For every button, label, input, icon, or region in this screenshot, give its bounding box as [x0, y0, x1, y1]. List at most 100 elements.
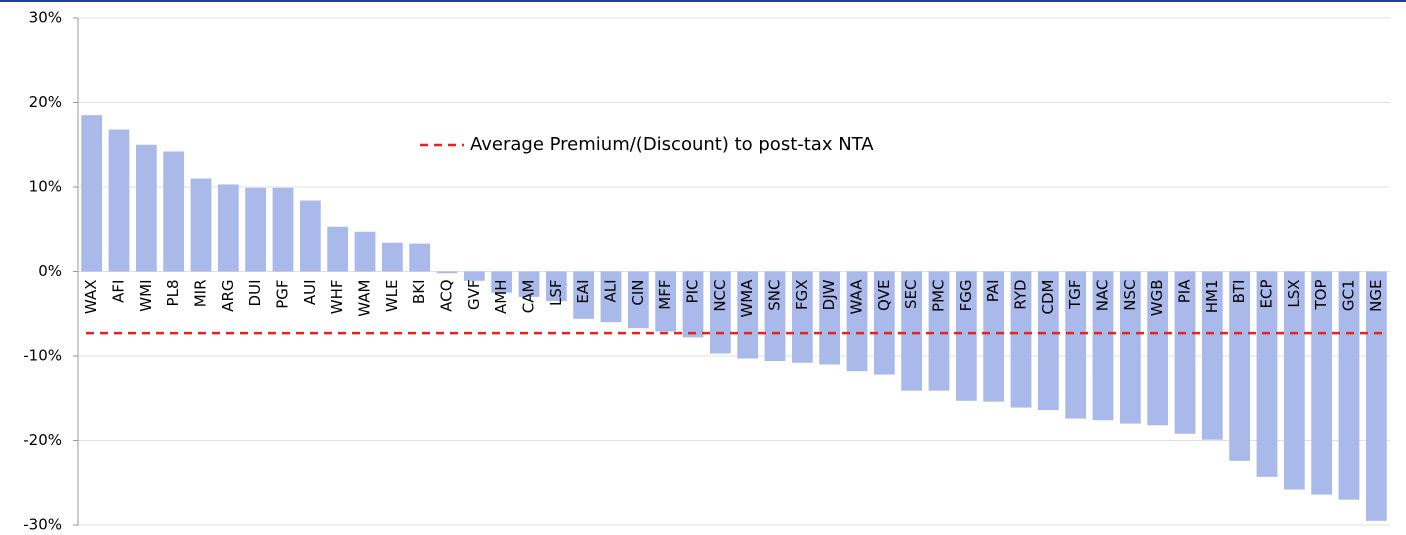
x-tick-label: DJW [820, 279, 838, 310]
bar [354, 231, 376, 272]
y-tick-label: -30% [23, 516, 62, 534]
bar [436, 271, 458, 274]
bar [1065, 271, 1087, 419]
x-tick-label: BTI [1230, 280, 1248, 304]
x-tick-label: WAA [848, 279, 866, 315]
x-tick-label: LSX [1285, 280, 1303, 308]
y-tick-label: -10% [23, 347, 62, 365]
bar [1174, 271, 1196, 434]
bar [983, 271, 1005, 402]
bar [873, 271, 895, 375]
bar [682, 271, 704, 338]
x-tick-label: PGF [274, 280, 292, 309]
y-tick-label: 10% [29, 178, 62, 196]
x-tick-label: PIA [1176, 279, 1194, 303]
bar [1092, 271, 1114, 421]
x-tick-label: WGB [1148, 280, 1166, 317]
y-tick-label: 30% [29, 9, 62, 27]
x-tick-label: LSF [547, 280, 565, 307]
x-tick-label: GVF [465, 280, 483, 311]
x-tick-label: WAM [356, 280, 374, 317]
x-tick-label: CDM [1039, 280, 1057, 315]
x-tick-label: FGG [957, 280, 975, 312]
bar [327, 226, 349, 272]
bar [1229, 271, 1251, 461]
x-tick-label: CIN [629, 280, 647, 306]
bar [491, 271, 513, 293]
bar [108, 129, 130, 272]
bar [1201, 271, 1223, 440]
bar [299, 200, 321, 272]
x-tick-label: WMI [137, 280, 155, 312]
x-tick-label: WMA [738, 279, 756, 318]
x-tick-label: SNC [766, 280, 784, 311]
x-tick-label: PAI [984, 280, 1002, 303]
x-tick-label: ECP [1258, 280, 1276, 309]
x-tick-label: NGE [1367, 280, 1385, 312]
bar [1283, 271, 1305, 490]
bar [135, 144, 157, 272]
x-tick-label: WAX [82, 280, 100, 315]
x-tick-label: BKI [410, 280, 428, 305]
x-tick-label: NCC [711, 280, 729, 312]
bar [245, 187, 267, 272]
bar [518, 271, 540, 297]
bar [573, 271, 595, 319]
bar [791, 271, 813, 363]
y-tick-label: 20% [29, 93, 62, 111]
x-tick-label: NAC [1094, 280, 1112, 312]
x-tick-label: FGX [793, 280, 811, 311]
bar [272, 187, 294, 272]
x-tick-label: PIC [684, 280, 702, 304]
x-tick-label: HM1 [1203, 280, 1221, 314]
bar [1037, 271, 1059, 411]
x-tick-label: PMC [930, 280, 948, 312]
x-tick-label: DUI [246, 280, 264, 307]
bar [381, 242, 403, 272]
bar [901, 271, 923, 391]
bar [1338, 271, 1360, 500]
bar [600, 271, 622, 323]
y-tick-label: 0% [38, 262, 62, 280]
x-tick-label: MFF [656, 280, 674, 310]
bar [1311, 271, 1333, 495]
x-tick-label: WLE [383, 280, 401, 313]
bar [846, 271, 868, 372]
bar [737, 271, 759, 359]
x-tick-label: TOP [1312, 280, 1330, 311]
bar [955, 271, 977, 401]
x-tick-label: ARG [219, 280, 237, 312]
x-tick-label: WHF [328, 280, 346, 315]
bar [190, 178, 212, 272]
bar [81, 115, 103, 272]
x-tick-label: EAI [574, 280, 592, 304]
bar [627, 271, 649, 329]
x-tick-label: CAM [520, 280, 538, 314]
x-tick-label: MIR [192, 280, 210, 308]
x-tick-label: GC1 [1340, 280, 1358, 312]
bar [409, 243, 431, 272]
bar [163, 151, 185, 272]
bar [1010, 271, 1032, 408]
x-tick-label: QVE [875, 280, 893, 312]
y-tick-label: -20% [23, 431, 62, 449]
x-tick-label: NSC [1121, 280, 1139, 311]
x-tick-label: AMH [492, 280, 510, 314]
bar [709, 271, 731, 354]
x-tick-label: AFI [110, 280, 128, 303]
x-tick-label: PL8 [164, 280, 182, 307]
x-tick-label: SEC [902, 280, 920, 309]
bar [928, 271, 950, 391]
x-tick-label: ALI [602, 280, 620, 303]
x-tick-label: RYD [1012, 280, 1030, 310]
bar [655, 271, 677, 332]
x-tick-label: AUI [301, 280, 319, 306]
bar [1256, 271, 1278, 477]
bar [217, 184, 239, 272]
bar [819, 271, 841, 365]
bar [764, 271, 786, 362]
x-tick-label: ACQ [438, 280, 456, 312]
bar [545, 271, 567, 302]
